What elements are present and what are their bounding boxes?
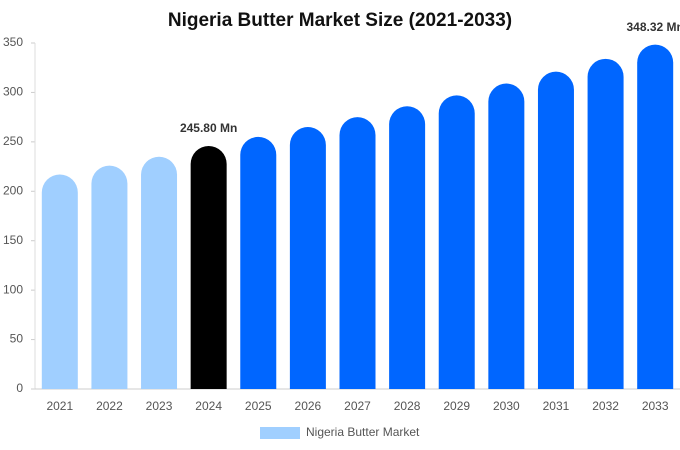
x-tick-label: 2021 — [46, 399, 73, 413]
chart-title: Nigeria Butter Market Size (2021-2033) — [168, 10, 512, 31]
x-tick-label: 2023 — [146, 399, 173, 413]
bar — [141, 156, 178, 389]
data-label: 245.80 Mn — [180, 121, 237, 135]
bar — [537, 71, 574, 389]
x-tick-label: 2024 — [195, 399, 222, 413]
bar — [488, 83, 525, 390]
x-tick-label: 2028 — [394, 399, 421, 413]
y-tick-label: 50 — [10, 332, 24, 346]
x-tick-label: 2025 — [245, 399, 272, 413]
bar — [91, 165, 128, 389]
x-tick-label: 2032 — [592, 399, 619, 413]
y-tick-label: 150 — [3, 233, 23, 247]
bar — [190, 146, 227, 389]
y-tick-label: 100 — [3, 282, 23, 296]
bar — [41, 174, 78, 389]
y-tick-label: 0 — [16, 381, 23, 395]
x-tick-label: 2030 — [493, 399, 520, 413]
bar — [637, 44, 674, 390]
x-tick-label: 2027 — [344, 399, 371, 413]
legend-label: Nigeria Butter Market — [306, 425, 420, 439]
x-tick-label: 2029 — [443, 399, 470, 413]
bar — [289, 127, 326, 389]
x-tick-label: 2026 — [295, 399, 322, 413]
bar — [240, 136, 277, 389]
data-label: 348.32 Mn — [627, 20, 680, 34]
bar — [339, 117, 376, 389]
bar — [389, 106, 426, 390]
bar — [438, 95, 475, 389]
y-tick-label: 300 — [3, 85, 23, 99]
bar — [587, 58, 624, 390]
y-tick-label: 250 — [3, 134, 23, 148]
x-tick-label: 2033 — [642, 399, 669, 413]
x-tick-label: 2022 — [96, 399, 123, 413]
legend-swatch — [260, 427, 300, 439]
y-tick-label: 200 — [3, 183, 23, 197]
y-tick-label: 350 — [3, 35, 23, 49]
x-tick-label: 2031 — [543, 399, 570, 413]
